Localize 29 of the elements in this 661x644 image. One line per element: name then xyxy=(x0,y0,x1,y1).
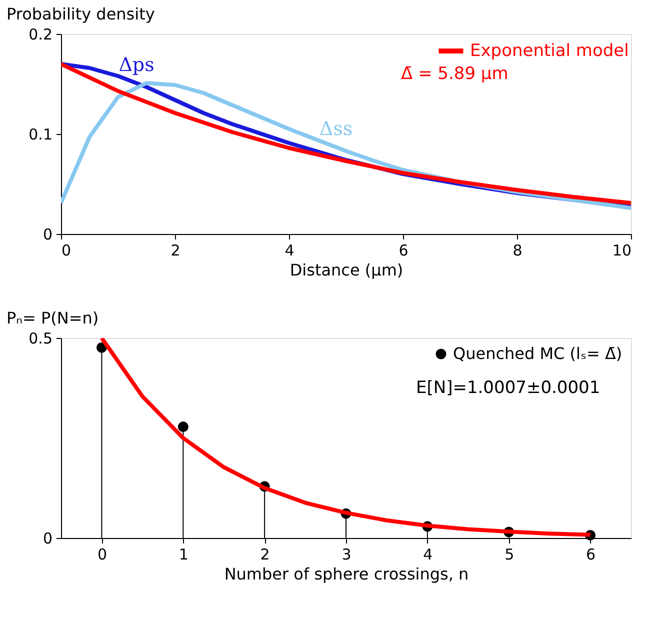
x-tick-label: 4 xyxy=(284,242,294,260)
x-tick-label: 3 xyxy=(342,546,352,564)
annotation: E[N]=1.0007±0.0001 xyxy=(416,378,600,398)
x-axis-title: Distance (μm) xyxy=(290,260,404,280)
point xyxy=(178,422,188,432)
x-tick-label: 0 xyxy=(97,546,107,564)
x-tick-label: 4 xyxy=(423,546,433,564)
legend-label: Quenched MC (lₛ= Δ̄) xyxy=(453,344,622,363)
x-tick-label: 6 xyxy=(586,546,596,564)
series-label: Δss xyxy=(319,118,353,140)
x-tick-label: 6 xyxy=(398,242,408,260)
y-tick-label: 0.5 xyxy=(28,330,52,348)
y-tick-label: 0 xyxy=(42,226,52,244)
x-tick-label: 8 xyxy=(512,242,522,260)
y-tick-label: 0.2 xyxy=(28,26,52,44)
x-tick-label: 10 xyxy=(612,242,632,260)
x-axis-title: Number of sphere crossings, n xyxy=(224,564,469,584)
x-tick-label: 0 xyxy=(62,242,72,260)
x-tick-label: 1 xyxy=(178,546,188,564)
series-label: Δps xyxy=(118,54,154,76)
x-tick-label: 2 xyxy=(260,546,270,564)
annotation: Δ̄ = 5.89 μm xyxy=(401,64,508,84)
legend-label: Exponential model xyxy=(470,41,629,61)
y-tick-label: 0.1 xyxy=(28,126,52,144)
y-tick-label: 0 xyxy=(42,530,52,548)
y-axis-title: Probability density xyxy=(6,4,155,24)
x-tick-label: 2 xyxy=(170,242,180,260)
x-tick-label: 5 xyxy=(504,546,514,564)
y-axis-title: Pₙ= P(N=n) xyxy=(6,308,99,328)
